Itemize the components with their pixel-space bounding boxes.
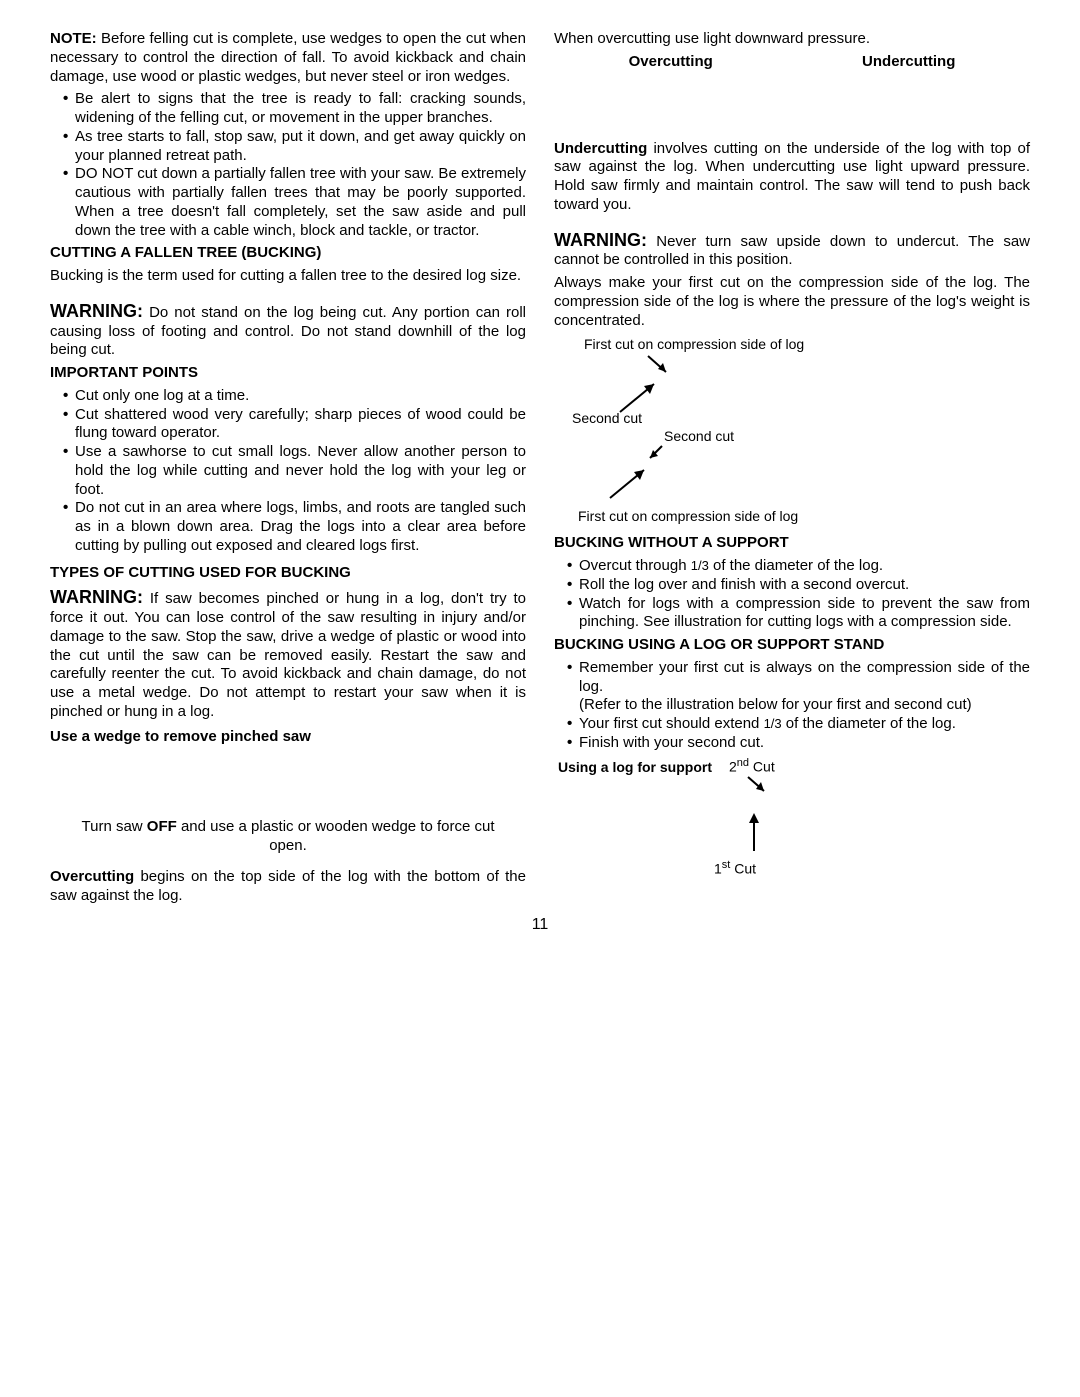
- fraction: 1/3: [764, 716, 782, 731]
- warning-lead: WARNING:: [50, 587, 143, 607]
- list-item: Do not cut in an area where logs, limbs,…: [63, 499, 526, 555]
- undercutting-paragraph: Undercutting involves cutting on the und…: [554, 140, 1030, 215]
- list-item: Overcut through 1/3 of the diameter of t…: [567, 557, 1030, 576]
- types-heading: TYPES OF CUTTING USED FOR BUCKING: [50, 564, 526, 583]
- list-item: Cut only one log at a time.: [63, 387, 526, 406]
- page-number: 11: [50, 915, 1030, 935]
- text: Your first cut should extend: [579, 715, 764, 732]
- list-item: Cut shattered wood very carefully; sharp…: [63, 406, 526, 444]
- text-bold: OFF: [147, 818, 177, 835]
- diag-first-top: First cut on compression side of log: [584, 336, 804, 354]
- text: of the diameter of the log.: [782, 715, 956, 732]
- overcutting-label: Overcutting: [629, 53, 713, 72]
- bucking-body: Bucking is the term used for cutting a f…: [50, 267, 526, 286]
- turn-off-text: Turn saw OFF and use a plastic or wooden…: [80, 818, 496, 856]
- log-support-diagram: Using a log for support 2nd Cut 1st Cut: [554, 753, 1030, 883]
- text-pre: Turn saw: [82, 818, 147, 835]
- warning2-paragraph: WARNING: If saw becomes pinched or hung …: [50, 586, 526, 721]
- over-under-labels: Overcutting Undercutting: [554, 53, 1030, 72]
- undercutting-label: Undercutting: [862, 53, 955, 72]
- warning-paragraph: WARNING: Do not stand on the log being c…: [50, 300, 526, 360]
- diag-second-right: Second cut: [664, 428, 734, 446]
- warning-lead: WARNING:: [50, 301, 143, 321]
- important-bullets: Cut only one log at a time. Cut shattere…: [50, 387, 526, 556]
- arrow-down-icon: [744, 773, 772, 797]
- wedge-heading: Use a wedge to remove pinched saw: [50, 728, 526, 747]
- overcutting-paragraph: Overcutting begins on the top side of th…: [50, 868, 526, 906]
- cut1-label: 1st Cut: [714, 859, 756, 878]
- buck-no-support-heading: BUCKING WITHOUT A SUPPORT: [554, 534, 1030, 553]
- text: Cut: [730, 860, 756, 876]
- list-item: Your first cut should extend 1/3 of the …: [567, 715, 1030, 734]
- note-body: Before felling cut is complete, use wedg…: [50, 30, 526, 85]
- wedge-diagram-placeholder: [50, 750, 526, 806]
- text: Remember your first cut is always on the…: [579, 659, 1030, 695]
- buck-log-stand-bullets: Remember your first cut is always on the…: [554, 659, 1030, 753]
- arrow-up-small-icon: [646, 442, 670, 462]
- arrow-up-icon: [744, 809, 764, 855]
- fraction: 1/3: [691, 558, 709, 573]
- list-item: Use a sawhorse to cut small logs. Never …: [63, 443, 526, 499]
- diag-first-bottom: First cut on compression side of log: [578, 508, 798, 526]
- overcut-continuation: When overcutting use light downward pres…: [554, 30, 1030, 49]
- list-item: Roll the log over and finish with a seco…: [567, 576, 1030, 595]
- warning-paragraph: WARNING: Never turn saw upside down to u…: [554, 229, 1030, 271]
- always-body: Always make your first cut on the compre…: [554, 274, 1030, 330]
- list-item: Watch for logs with a compression side t…: [567, 595, 1030, 633]
- note-bullets: Be alert to signs that the tree is ready…: [50, 90, 526, 240]
- log-support-label: Using a log for support: [558, 759, 712, 777]
- num: 2: [729, 758, 737, 774]
- arrow-up-icon: [604, 464, 654, 504]
- note-lead: NOTE:: [50, 30, 97, 47]
- important-heading: IMPORTANT POINTS: [50, 364, 526, 383]
- buck-no-support-bullets: Overcut through 1/3 of the diameter of t…: [554, 557, 1030, 632]
- note-paragraph: NOTE: Before felling cut is complete, us…: [50, 30, 526, 86]
- left-column: NOTE: Before felling cut is complete, us…: [50, 30, 526, 909]
- text-sub: (Refer to the illustration below for you…: [579, 696, 972, 715]
- text: Overcut through: [579, 557, 691, 574]
- right-column: When overcutting use light downward pres…: [554, 30, 1030, 909]
- list-item: Remember your first cut is always on the…: [567, 659, 1030, 715]
- compression-diagram: First cut on compression side of log Sec…: [554, 336, 1030, 526]
- diag-second-left: Second cut: [572, 410, 642, 428]
- buck-log-stand-heading: BUCKING USING A LOG OR SUPPORT STAND: [554, 636, 1030, 655]
- list-item: DO NOT cut down a partially fallen tree …: [63, 165, 526, 240]
- overcutting-lead: Overcutting: [50, 868, 134, 885]
- warning-lead: WARNING:: [554, 230, 647, 250]
- list-item: Finish with your second cut.: [567, 734, 1030, 753]
- warning-body: If saw becomes pinched or hung in a log,…: [50, 590, 526, 720]
- num: 1: [714, 860, 722, 876]
- text-post: and use a plastic or wooden wedge to for…: [177, 818, 495, 854]
- ordinal: nd: [737, 757, 749, 769]
- text: of the diameter of the log.: [709, 557, 883, 574]
- arrow-down-icon: [644, 352, 674, 378]
- undercutting-lead: Undercutting: [554, 140, 647, 157]
- bucking-heading: CUTTING A FALLEN TREE (BUCKING): [50, 244, 526, 263]
- list-item: As tree starts to fall, stop saw, put it…: [63, 128, 526, 166]
- list-item: Be alert to signs that the tree is ready…: [63, 90, 526, 128]
